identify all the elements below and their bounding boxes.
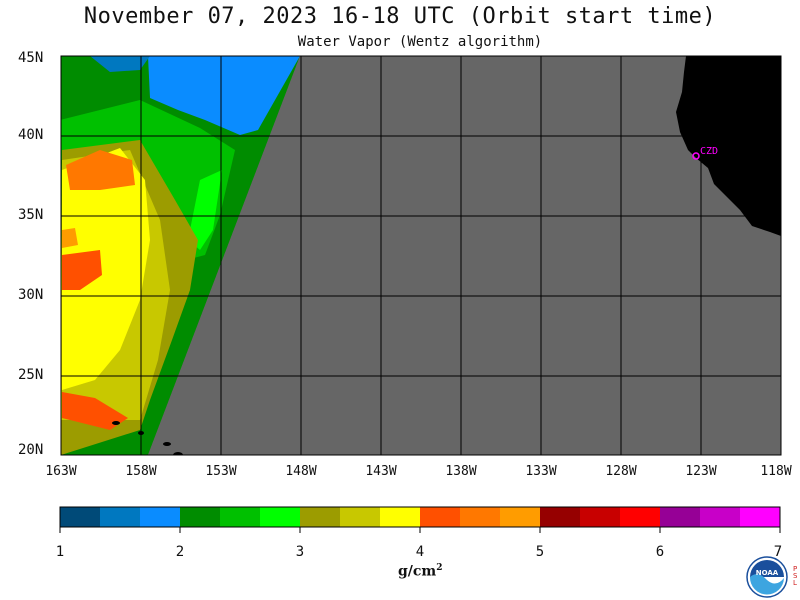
- noaa-logo-text: NOAA: [756, 569, 779, 577]
- moisture-patch-1: [66, 150, 135, 190]
- lat-label-35n: 35N: [18, 207, 44, 223]
- colorbar-swatch: [100, 507, 141, 527]
- map-subtitle: Water Vapor (Wentz algorithm): [297, 34, 543, 50]
- colorbar-swatch: [260, 507, 301, 527]
- lon-label-158w: 158W: [125, 464, 157, 479]
- lat-label-40n: 40N: [18, 127, 44, 143]
- lon-label-128w: 128W: [605, 464, 637, 479]
- colorbar-swatch: [340, 507, 381, 527]
- colorbar-tick-5: 5: [535, 544, 545, 560]
- noaa-logo: NOAA: [746, 556, 788, 598]
- swath-blue-region: [148, 56, 300, 135]
- station-marker: [692, 152, 700, 160]
- colorbar-tick-2: 2: [175, 544, 185, 560]
- colorbar-tick-3: 3: [295, 544, 305, 560]
- colorbar-swatch: [220, 507, 261, 527]
- swath-edge-mask: [148, 56, 781, 455]
- land-island-1: [112, 421, 120, 425]
- colorbar-swatch: [580, 507, 621, 527]
- map-grid: [61, 56, 781, 455]
- land-island-3: [163, 442, 171, 446]
- lat-label-30n: 30N: [18, 287, 44, 303]
- colorbar-swatch: [420, 507, 461, 527]
- colorbar-swatch: [700, 507, 741, 527]
- lon-label-143w: 143W: [365, 464, 397, 479]
- colorbar-swatch: [540, 507, 581, 527]
- lat-label-45n: 45N: [18, 50, 44, 66]
- colorbar-swatch: [500, 507, 541, 527]
- lon-label-153w: 153W: [205, 464, 237, 479]
- colorbar-swatch: [180, 507, 221, 527]
- units-superscript: 2: [436, 563, 443, 573]
- colorbar-swatch: [380, 507, 421, 527]
- colorbar-tick-7: 7: [773, 544, 783, 560]
- swath-blue-northwest: [90, 56, 150, 72]
- lat-label-25n: 25N: [18, 367, 44, 383]
- colorbar-swatch: [620, 507, 661, 527]
- lon-label-163w: 163W: [45, 464, 77, 479]
- lon-label-118w: 118W: [760, 464, 792, 479]
- moisture-patch-4: [62, 228, 78, 248]
- land-island-4: [173, 452, 183, 455]
- land-california: [676, 56, 781, 236]
- units-base: g/cm: [398, 563, 437, 580]
- colorbar-tick-1: 1: [55, 544, 65, 560]
- colorbar-tick-4: 4: [415, 544, 425, 560]
- colorbar-units: g/cm2: [398, 563, 443, 580]
- swath-lime-strip: [188, 170, 222, 250]
- colorbar-ticks: [59, 527, 781, 533]
- lon-label-123w: 123W: [685, 464, 717, 479]
- station-label: CZD: [700, 146, 719, 157]
- colorbar-swatch: [740, 507, 781, 527]
- map-title: November 07, 2023 16-18 UTC (Orbit start…: [83, 4, 717, 29]
- colorbar-swatch: [300, 507, 341, 527]
- moisture-patch-2: [62, 250, 102, 290]
- lon-label-133w: 133W: [525, 464, 557, 479]
- lat-label-20n: 20N: [18, 442, 44, 458]
- colorbar: [60, 507, 781, 527]
- map-frame: [60, 55, 782, 456]
- colorbar-swatch: [60, 507, 101, 527]
- lon-label-148w: 148W: [285, 464, 317, 479]
- colorbar-tick-6: 6: [655, 544, 665, 560]
- colorbar-swatch: [140, 507, 181, 527]
- colorbar-swatch: [660, 507, 701, 527]
- moisture-patch-3: [62, 392, 128, 430]
- swath-yellow-core: [62, 148, 150, 390]
- colorbar-swatch: [460, 507, 501, 527]
- lon-label-138w: 138W: [445, 464, 477, 479]
